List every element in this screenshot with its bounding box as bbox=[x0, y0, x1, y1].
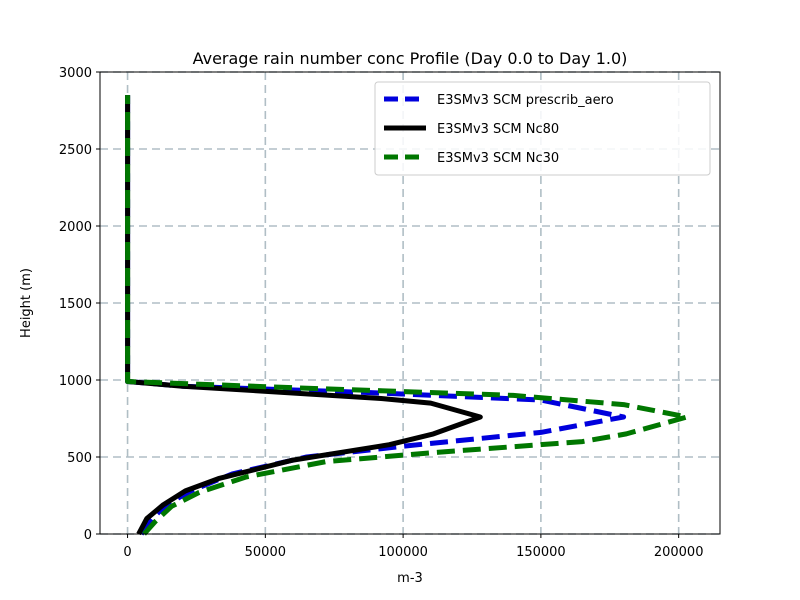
x-tick-label: 0 bbox=[123, 545, 131, 560]
y-tick-label: 1500 bbox=[59, 297, 92, 312]
chart-title: Average rain number conc Profile (Day 0.… bbox=[193, 49, 628, 68]
x-tick-label: 50000 bbox=[245, 545, 286, 560]
series-line-3 bbox=[125, 95, 690, 536]
y-tick-label: 1000 bbox=[59, 374, 92, 389]
x-tick-label: 100000 bbox=[378, 545, 428, 560]
legend-box bbox=[374, 81, 711, 176]
axis-ticks: 0 50000 100000 150000 200000 0 500 1000 1500 2000… bbox=[59, 66, 704, 560]
y-tick-label: 3000 bbox=[59, 66, 92, 81]
series-line-2 bbox=[125, 95, 483, 536]
legend-label: E3SMv3 SCM Nc80 bbox=[437, 122, 559, 137]
y-axis-label: Height (m) bbox=[19, 268, 34, 338]
x-tick-label: 150000 bbox=[516, 545, 566, 560]
series-lines bbox=[125, 95, 690, 536]
legend-label: E3SMv3 SCM prescrib_aero bbox=[437, 93, 614, 108]
y-tick-label: 0 bbox=[84, 528, 92, 543]
legend: E3SMv3 SCM prescrib_aero E3SMv3 SCM Nc80 E… bbox=[374, 81, 711, 176]
x-tick-label: 200000 bbox=[654, 545, 704, 560]
y-tick-label: 2000 bbox=[59, 220, 92, 235]
y-tick-label: 2500 bbox=[59, 143, 92, 158]
y-tick-label: 500 bbox=[67, 451, 92, 466]
legend-label: E3SMv3 SCM Nc30 bbox=[437, 151, 559, 166]
x-axis-label: m-3 bbox=[397, 571, 423, 586]
